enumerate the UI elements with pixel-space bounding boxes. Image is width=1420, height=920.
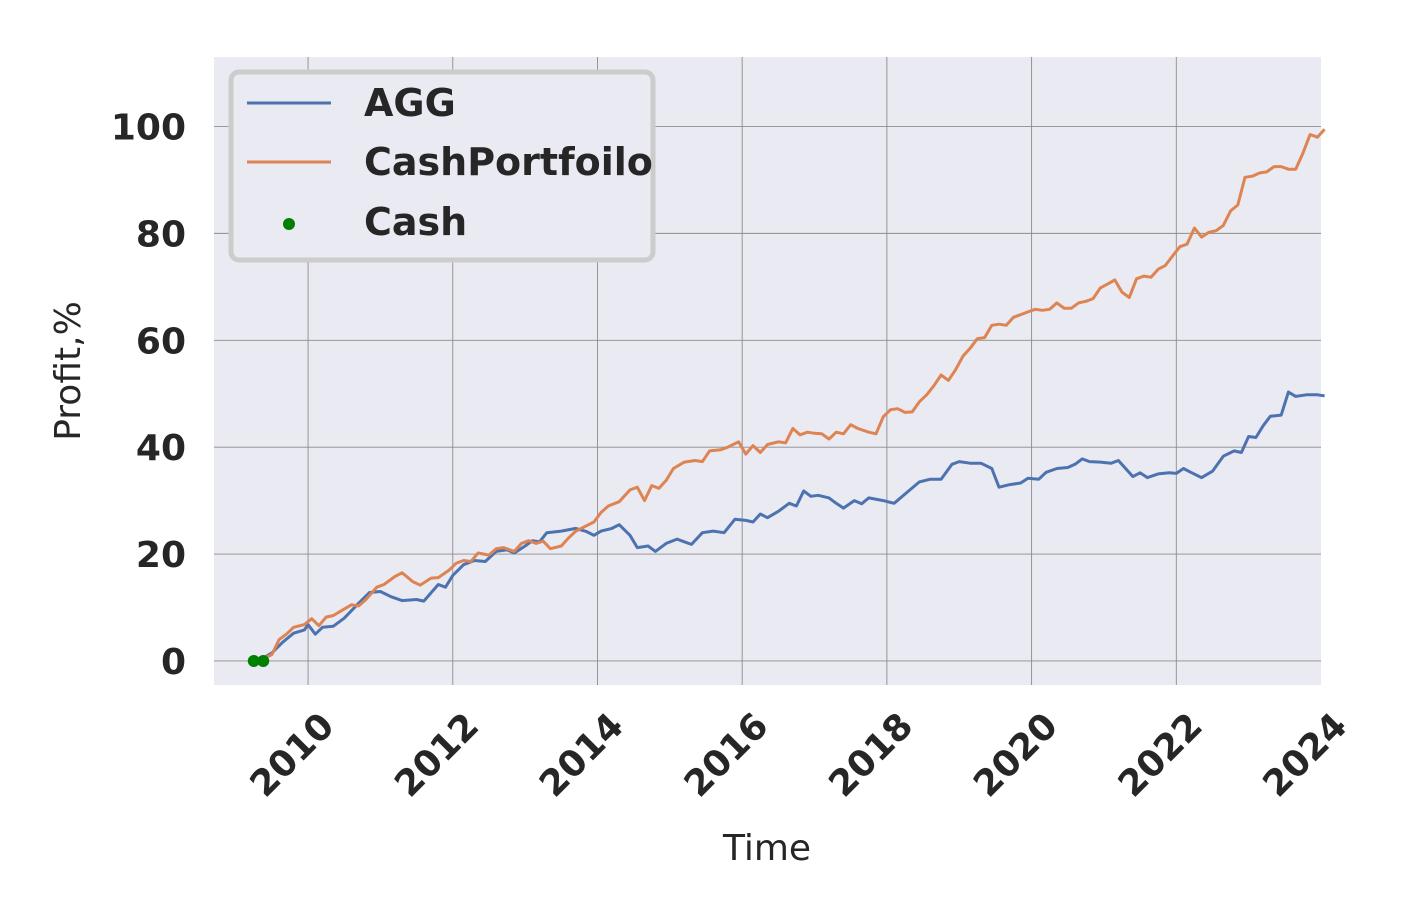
y-tick-label: 80 — [136, 214, 186, 255]
legend-marker-cash — [283, 218, 295, 230]
y-axis-label: Profit,% — [48, 301, 89, 441]
x-tick-label: 2018 — [821, 705, 921, 805]
y-tick-label: 20 — [136, 535, 186, 576]
y-tick-label: 0 — [161, 642, 186, 683]
x-tick-label: 2016 — [677, 705, 777, 805]
y-tick-label: 100 — [111, 107, 186, 148]
x-axis-ticks: 2010 2012 2014 2016 2018 2020 2022 2024 — [243, 705, 1356, 805]
series-line-cashportfoilo — [253, 128, 1326, 663]
legend-label-agg: AGG — [364, 81, 456, 125]
series-point-cash — [257, 654, 270, 667]
x-tick-label: 2022 — [1111, 705, 1211, 805]
series-point-cash — [247, 654, 260, 667]
legend-box — [228, 69, 656, 263]
legend: AGG CashPortfoilo Cash — [228, 69, 656, 263]
legend-label-cashportfoilo: CashPortfoilo — [364, 140, 653, 184]
series-line-agg — [253, 390, 1325, 663]
x-tick-label: 2024 — [1256, 705, 1356, 805]
x-tick-label: 2012 — [387, 705, 487, 805]
legend-label-cash: Cash — [364, 200, 467, 244]
x-tick-label: 2014 — [532, 705, 632, 805]
x-axis-label: Time — [722, 828, 811, 869]
y-tick-label: 60 — [136, 321, 186, 362]
y-axis-ticks: 0 20 40 60 80 100 — [111, 107, 186, 682]
y-tick-label: 40 — [136, 428, 186, 469]
series-layer — [247, 128, 1326, 667]
x-tick-label: 2020 — [966, 705, 1066, 805]
x-tick-label: 2010 — [243, 705, 343, 805]
